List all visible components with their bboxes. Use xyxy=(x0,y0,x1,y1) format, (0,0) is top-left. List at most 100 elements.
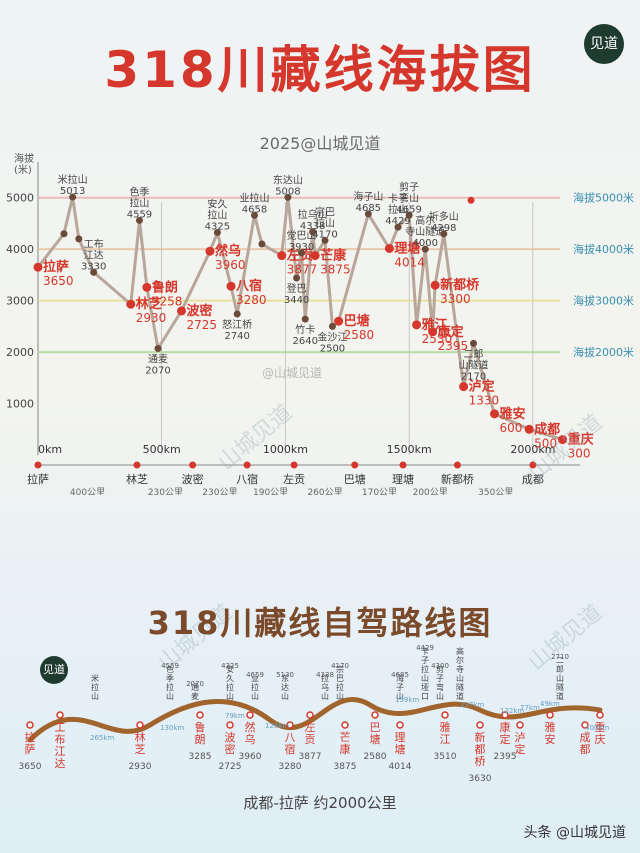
reference-line-label: 海拔4000米 xyxy=(573,242,634,256)
route-map-town-dot xyxy=(596,711,604,719)
route-map: 拉萨3650工布江达林芝2930鲁朗3285波密2725然乌3960八宿3280… xyxy=(19,644,610,784)
point-value-label: 4170 xyxy=(312,229,337,240)
watermark: @山城见道 xyxy=(262,366,323,380)
route-map-town-label: 康 xyxy=(340,742,351,756)
point-name-label: 高尔 xyxy=(415,214,435,227)
route-map-pass-label: 二 xyxy=(556,656,564,665)
route-map-town-label: 芝 xyxy=(135,743,146,756)
data-point xyxy=(60,230,68,238)
route-map-pass-label: 色 xyxy=(166,664,174,674)
route-map-pass-label: 山 xyxy=(321,691,329,701)
point-value-label: 3440 xyxy=(284,295,309,306)
route-map-town-label: 波 xyxy=(225,731,236,744)
route-town-dot xyxy=(453,461,461,469)
data-point xyxy=(226,281,236,291)
route-town-label: 波密 xyxy=(182,472,204,486)
point-value-label: 4014 xyxy=(394,255,425,269)
point-name-label: 工布 xyxy=(84,238,104,250)
point-value-label: 4685 xyxy=(356,203,381,214)
point-value-label: 600 xyxy=(500,421,523,435)
route-map-pass-label: 安 xyxy=(226,664,234,674)
point-name-label: 色季 xyxy=(129,185,149,198)
route-map-town-label: 乌 xyxy=(245,732,256,746)
data-point xyxy=(309,228,317,236)
point-name-label: 波密 xyxy=(187,303,213,319)
y-tick-label: 3000 xyxy=(6,295,34,308)
point-name-label: 理塘 xyxy=(394,240,420,256)
route-map-town-label: 雅 xyxy=(545,720,556,734)
y-tick-label: 5000 xyxy=(6,192,34,205)
point-value-label: 4658 xyxy=(242,204,267,215)
point-value-label: 4429 xyxy=(385,216,410,227)
route-map-pass-label: 卡 xyxy=(421,646,429,656)
point-name-label: 海子山 xyxy=(353,190,383,203)
route-map-town-alt: 3510 xyxy=(434,752,457,762)
point-value-label: 2170 xyxy=(461,371,486,382)
route-map-town-dot xyxy=(306,711,314,719)
point-name-label: 江达 xyxy=(84,249,104,261)
point-value-label: 4559 xyxy=(127,209,152,220)
point-name-label: 金沙江 xyxy=(317,330,347,343)
route-town-dot xyxy=(351,461,359,469)
data-point xyxy=(405,211,413,219)
point-name-label: 成都 xyxy=(534,421,560,437)
data-point xyxy=(126,299,136,309)
route-line xyxy=(27,697,603,743)
route-town-label: 拉萨 xyxy=(27,472,49,486)
route-map-pass-label: 巴 xyxy=(336,674,344,683)
data-point xyxy=(490,409,500,419)
route-map-town-dot xyxy=(56,711,64,719)
y-tick-label: 2000 xyxy=(6,346,34,359)
route-map-leg-label: 159km xyxy=(395,696,419,704)
point-value-label: 2070 xyxy=(145,365,170,376)
route-map-pass-alt: 4429 xyxy=(416,644,434,652)
route-map-pass-label: 山 xyxy=(251,691,259,701)
route-map-town-dot xyxy=(246,711,254,719)
route-map-town-alt: 2395 xyxy=(494,752,517,762)
route-town-label: 新都桥 xyxy=(441,472,474,486)
data-point xyxy=(301,315,309,323)
route-map-pass-label: 山 xyxy=(281,691,289,701)
route-map-pass-alt: 4559 xyxy=(161,662,179,670)
point-name-label: 芒康 xyxy=(320,248,347,264)
route-map-town-label: 宿 xyxy=(285,742,296,756)
route-map-town-label: 重 xyxy=(595,720,606,734)
route-map-pass-label: 东 xyxy=(281,673,289,683)
reference-line-label: 海拔3000米 xyxy=(573,294,634,308)
route-map-leg-label: 137km xyxy=(460,701,484,709)
route-town-dot xyxy=(243,461,251,469)
route-map-town-label: 江 xyxy=(55,745,66,758)
route-map-pass-alt: 4685 xyxy=(391,671,409,679)
route-map-town-dot xyxy=(476,721,484,729)
route-map-town-dot xyxy=(196,711,204,719)
data-point xyxy=(467,196,475,204)
point-value-label: 4000 xyxy=(413,238,438,249)
route-map-town-label: 鲁 xyxy=(195,720,206,734)
footer-credit: 头条 @山城见道 xyxy=(523,825,626,841)
route-town-label: 成都 xyxy=(522,473,544,486)
distance-note: 成都-拉萨 约2000公里 xyxy=(243,794,397,812)
route-town-dot xyxy=(290,461,298,469)
route-map-town-label: 定 xyxy=(500,732,511,746)
route-map-town-label: 萨 xyxy=(25,743,36,756)
data-point xyxy=(142,282,152,292)
route-map-pass-label: 拉 xyxy=(421,664,429,674)
data-point xyxy=(233,310,241,318)
route-map-pass-label: 山 xyxy=(556,673,564,683)
point-name-label: 康定 xyxy=(438,324,464,340)
route-map-pass-alt: 4300 xyxy=(431,662,449,670)
point-value-label: 3258 xyxy=(152,294,183,308)
point-value-label: 3877 xyxy=(287,263,318,277)
route-map-pass-label: 通 xyxy=(191,682,199,692)
route-map-town-alt: 3960 xyxy=(239,752,262,762)
route-map-town-label: 新 xyxy=(475,730,486,744)
route-map-pass-label: 久 xyxy=(226,673,234,683)
segment-distance-label: 190公里 xyxy=(253,487,288,495)
route-map-town-label: 左 xyxy=(305,721,316,734)
route-map-town-label: 芒 xyxy=(340,731,351,744)
route-map-pass-label: 垭 xyxy=(421,683,429,692)
route-map-leg-label: 128km xyxy=(265,722,289,730)
point-value-label: 500 xyxy=(534,436,557,450)
point-name-label: 雅江 xyxy=(422,317,448,333)
x-tick-label: 2000km xyxy=(510,443,555,456)
